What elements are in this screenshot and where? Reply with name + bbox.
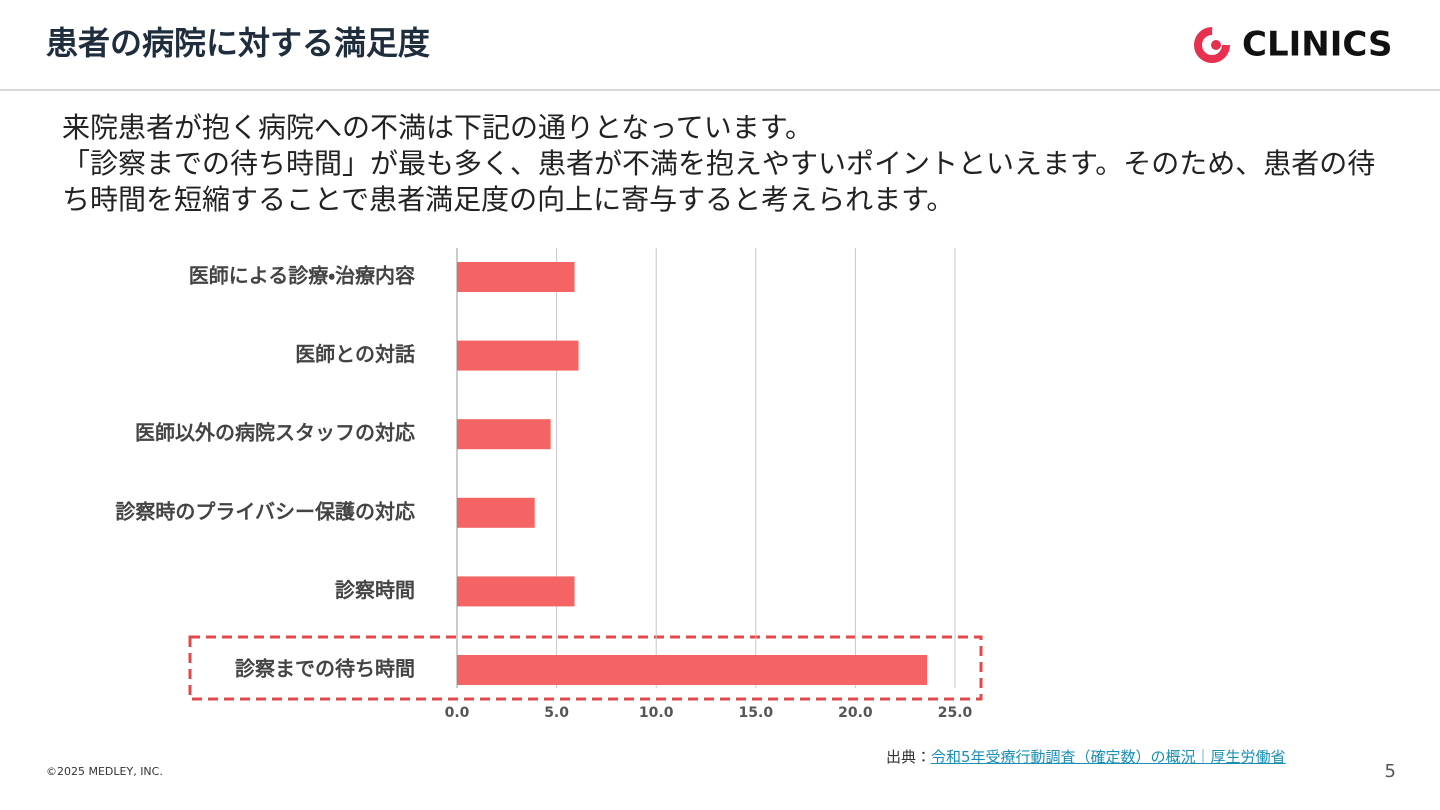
bar bbox=[457, 576, 575, 607]
logo-icon bbox=[1194, 27, 1230, 63]
x-tick-label: 15.0 bbox=[739, 705, 774, 721]
y-tick-label: 診察時のプライバシー保護の対応 bbox=[115, 499, 415, 523]
copyright: ©2025 MEDLEY, INC. bbox=[46, 765, 163, 778]
x-tick-label: 0.0 bbox=[445, 705, 470, 721]
highlight-box bbox=[188, 635, 983, 701]
bar bbox=[457, 655, 928, 685]
x-tick-label: 25.0 bbox=[938, 705, 973, 721]
page-number: 5 bbox=[1385, 761, 1396, 782]
y-tick-label: 診察時間 bbox=[335, 578, 415, 602]
paragraph: 「診察までの待ち時間」が最も多く、患者が不満を抱えやすいポイントといえます。その… bbox=[62, 147, 1376, 216]
y-tick-label: 医師による診療・治療内容 bbox=[189, 264, 415, 288]
bar bbox=[457, 340, 579, 371]
x-tick-label: 10.0 bbox=[639, 705, 674, 721]
logo-text: CLINICS bbox=[1242, 25, 1392, 65]
body-text: 来院患者が抱く病院への不満は下記の通りとなっています。 「診察までの待ち時間」が… bbox=[62, 110, 1392, 218]
y-tick-label: 医師との対話 bbox=[295, 342, 415, 366]
bar bbox=[457, 262, 575, 292]
x-tick-label: 20.0 bbox=[838, 705, 873, 721]
slide-title: 患者の病院に対する満足度 bbox=[46, 24, 430, 62]
source-prefix: 出典： bbox=[886, 748, 932, 766]
y-tick-label: 医師以外の病院スタッフの対応 bbox=[135, 421, 415, 445]
paragraph: 来院患者が抱く病院への不満は下記の通りとなっています。 bbox=[62, 111, 813, 144]
source-link[interactable]: 令和5年受療行動調査（確定数）の概況｜厚生労働省 bbox=[931, 748, 1286, 766]
y-tick-label: 診察までの待ち時間 bbox=[235, 657, 415, 681]
source: 出典：令和5年受療行動調査（確定数）の概況｜厚生労働省 bbox=[886, 746, 1286, 767]
bar bbox=[457, 419, 551, 450]
bar bbox=[457, 497, 535, 528]
x-tick-label: 5.0 bbox=[544, 705, 569, 721]
